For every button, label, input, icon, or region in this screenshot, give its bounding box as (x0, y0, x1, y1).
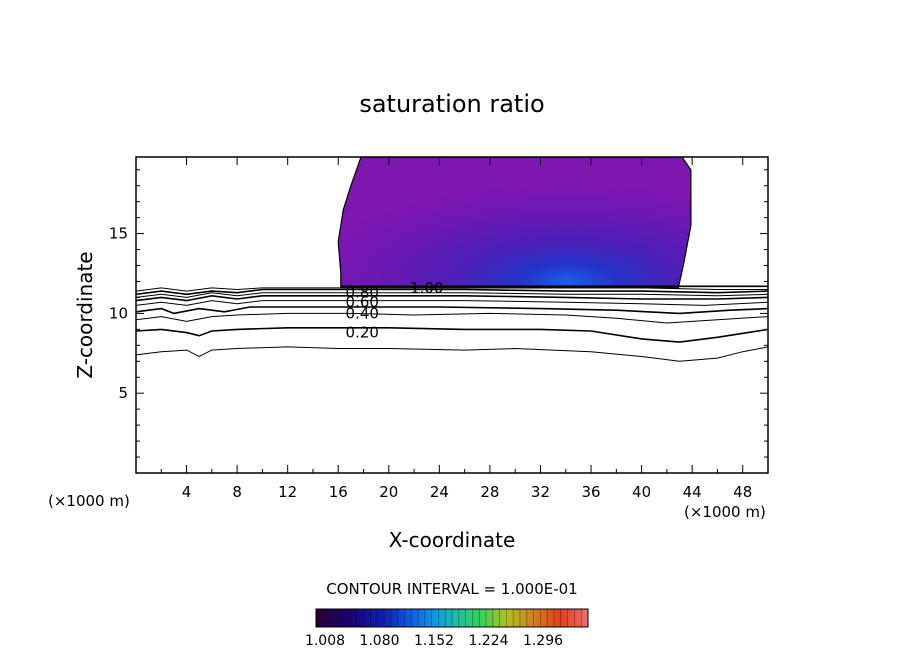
colorbar-tick-label: 1.224 (468, 633, 508, 649)
contour-line (136, 292, 768, 298)
x-tick-label: 44 (683, 483, 702, 501)
colorbar-tick-label: 1.080 (359, 633, 399, 649)
colorbar-tick-label: 1.008 (305, 633, 345, 649)
plot-frame (135, 156, 769, 474)
y-tick-label: 10 (109, 304, 128, 322)
y-tick-label: 5 (118, 384, 128, 402)
colorbar-tick-label: 1.152 (414, 633, 454, 649)
contour-lines (136, 285, 768, 362)
contour-label: 1.00 (410, 279, 443, 297)
y-axis: 5 10 15 (109, 169, 768, 458)
contour-line (136, 300, 768, 306)
contour-label: 0.80 (346, 284, 379, 302)
x-unit-left: (×1000 m) (48, 492, 130, 510)
x-tick-label: 20 (379, 483, 398, 501)
contour-line (136, 312, 768, 324)
contour-interval-label: CONTOUR INTERVAL = 1.000E-01 (326, 580, 577, 598)
x-tick-label: 32 (531, 483, 550, 501)
contour-line (136, 327, 768, 343)
x-tick-label: 28 (480, 483, 499, 501)
x-tick-label: 24 (430, 483, 449, 501)
x-axis-label: X-coordinate (389, 528, 516, 552)
contour-label: 0.20 (346, 324, 379, 342)
y-axis-label: Z-coordinate (73, 251, 97, 378)
contour-line (136, 294, 768, 302)
chart-title: saturation ratio (359, 90, 544, 118)
x-tick-label: 12 (278, 483, 297, 501)
x-unit-right: (×1000 m) (684, 503, 766, 521)
x-tick-label: 48 (733, 483, 752, 501)
x-tick-label: 4 (182, 483, 192, 501)
contour-line (136, 287, 768, 292)
x-tick-label: 36 (581, 483, 600, 501)
x-tick-label: 8 (232, 483, 242, 501)
colorbar-frame (315, 608, 589, 628)
contour-labels: 0.20 0.400.600.80 1.00 (346, 279, 444, 342)
x-tick-label: 40 (632, 483, 651, 501)
contour-label: 0.60 (346, 293, 379, 311)
contour-line (136, 346, 768, 362)
colorbar: 1.008 1.080 1.152 1.224 1.296 (305, 608, 589, 649)
x-tick-label: 16 (329, 483, 348, 501)
shaded-region (337, 157, 692, 289)
contour-line (136, 288, 768, 296)
y-tick-label: 15 (109, 225, 128, 243)
colorbar-tick-label: 1.296 (523, 633, 563, 649)
shaded-cloud (337, 157, 692, 289)
x-axis: 4 8 12 16 20 24 28 32 36 40 44 48 (160, 157, 752, 501)
contour-line (136, 306, 768, 315)
contour-label: 0.40 (346, 304, 379, 322)
